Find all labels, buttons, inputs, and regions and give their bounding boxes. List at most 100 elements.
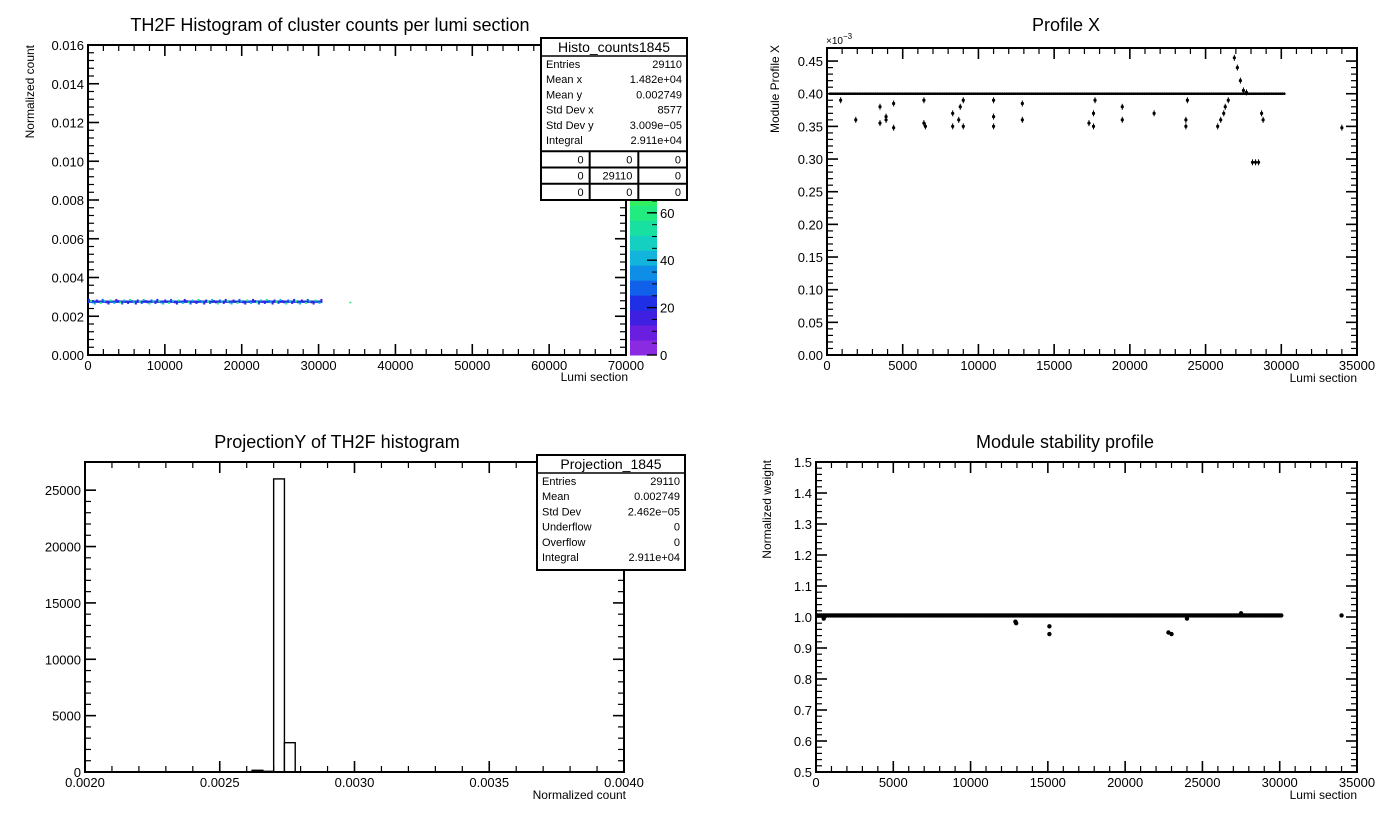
th2f-cell bbox=[238, 298, 241, 301]
profile-x-point bbox=[1190, 92, 1193, 96]
th2f-cell bbox=[158, 300, 161, 303]
profile-x-point bbox=[914, 92, 917, 96]
profile-x-point bbox=[1134, 92, 1137, 96]
profile-x-point bbox=[1074, 92, 1077, 96]
profile-x-point bbox=[872, 92, 875, 96]
profile-x-point bbox=[935, 92, 939, 96]
profile-x-point bbox=[1212, 92, 1215, 96]
profile-x-point bbox=[897, 92, 901, 96]
profile-x-point bbox=[981, 92, 984, 96]
profile-x-point bbox=[932, 92, 935, 96]
profile-x-point bbox=[1015, 92, 1019, 96]
profile-x-point bbox=[1283, 92, 1286, 96]
profile-x-point bbox=[1223, 92, 1226, 96]
profile-x-point bbox=[1017, 92, 1021, 96]
profile-x-point bbox=[1221, 92, 1224, 96]
profile-x-point bbox=[883, 92, 886, 96]
th2f-cell bbox=[88, 298, 90, 301]
profile-x-ytick-label: 0.20 bbox=[798, 217, 823, 232]
profile-x-point bbox=[1083, 92, 1086, 96]
profile-x-point bbox=[843, 92, 846, 96]
th2f-cell bbox=[250, 301, 253, 304]
profile-x-point bbox=[1103, 92, 1106, 96]
th2f-cell bbox=[123, 299, 126, 302]
th2f-cell bbox=[97, 300, 100, 303]
th2f-cell bbox=[304, 301, 307, 304]
profile-x-point bbox=[1139, 92, 1143, 96]
profile-x-point bbox=[928, 92, 932, 96]
profile-x-point bbox=[1266, 92, 1270, 96]
profile-x-point bbox=[1226, 92, 1230, 96]
profile-x-point bbox=[1008, 92, 1012, 96]
th2f-stats-cell: 0 bbox=[675, 154, 681, 166]
th2f-cell bbox=[146, 301, 149, 304]
th2f-cell bbox=[242, 301, 245, 304]
th2f-cell bbox=[113, 301, 116, 304]
th2f-cell bbox=[162, 302, 165, 305]
profile-x-point bbox=[1181, 92, 1184, 96]
projection-y-stats-label: Entries bbox=[542, 476, 577, 488]
th2f-cell bbox=[201, 301, 204, 304]
projection-y-stats-label: Mean bbox=[542, 491, 570, 503]
th2f-cell bbox=[127, 301, 130, 304]
stability-x-label: Lumi section bbox=[1290, 788, 1357, 802]
th2f-cell bbox=[300, 299, 303, 302]
profile-x-point bbox=[1095, 92, 1099, 96]
profile-x-point bbox=[1157, 92, 1161, 96]
stability-ytick-label: 0.8 bbox=[794, 672, 812, 687]
th2f-stats-value: 1.482e+04 bbox=[630, 74, 682, 86]
th2f-xtick-label: 60000 bbox=[531, 358, 567, 373]
profile-x-point bbox=[1119, 92, 1123, 96]
profile-x-point bbox=[1024, 92, 1028, 96]
projection-y-stats-label: Overflow bbox=[542, 537, 585, 549]
profile-x-point bbox=[1054, 92, 1057, 96]
th2f-cell bbox=[281, 300, 284, 303]
projection-y-panel: ProjectionY of TH2F histogram Normalized… bbox=[45, 432, 686, 802]
profile-x-point bbox=[948, 92, 952, 96]
profile-x-point bbox=[865, 92, 868, 96]
profile-x-point bbox=[1039, 92, 1043, 96]
th2f-cell bbox=[298, 302, 301, 305]
th2f-stats-name: Histo_counts1845 bbox=[558, 39, 670, 55]
profile-x-point bbox=[1203, 92, 1206, 96]
profile-x-point bbox=[926, 92, 930, 96]
stability-ytick-label: 0.9 bbox=[794, 641, 812, 656]
th2f-cell bbox=[91, 301, 94, 304]
profile-x-point bbox=[975, 92, 979, 96]
th2f-stats-cell: 0 bbox=[578, 187, 584, 199]
profile-x-point bbox=[832, 92, 835, 96]
th2f-stats-value: 0.002749 bbox=[636, 89, 682, 101]
stability-xtick-label: 35000 bbox=[1339, 775, 1375, 790]
th2f-cell bbox=[213, 300, 216, 303]
profile-x-xtick-label: 30000 bbox=[1263, 358, 1299, 373]
th2f-stats-box bbox=[540, 37, 688, 201]
profile-x-point bbox=[1255, 92, 1259, 96]
projection-y-stats-value: 0.002749 bbox=[634, 491, 680, 503]
profile-x-point bbox=[974, 92, 977, 96]
profile-x-point bbox=[1248, 92, 1252, 96]
th2f-y-label: Normalized count bbox=[23, 44, 37, 138]
profile-x-point bbox=[957, 92, 961, 96]
projection-y-stats-label: Integral bbox=[542, 552, 579, 564]
profile-x-point bbox=[1066, 92, 1070, 96]
th2f-cell bbox=[197, 298, 200, 301]
projection-y-xtick-label: 0.0035 bbox=[469, 775, 509, 790]
profile-x-point bbox=[1170, 92, 1173, 96]
profile-x-point bbox=[917, 92, 921, 96]
th2f-cell bbox=[119, 301, 122, 304]
stability-xtick-label: 10000 bbox=[952, 775, 988, 790]
profile-x-xtick-label: 5000 bbox=[888, 358, 917, 373]
profile-x-point bbox=[1112, 92, 1115, 96]
profile-x-point bbox=[857, 92, 861, 96]
projection-y-stats-value: 0 bbox=[674, 522, 680, 534]
profile-x-point bbox=[1272, 92, 1275, 96]
profile-x-point bbox=[846, 92, 850, 96]
stability-point bbox=[1184, 616, 1190, 621]
profile-x-point bbox=[1155, 92, 1159, 96]
profile-x-point bbox=[868, 92, 872, 96]
profile-x-point bbox=[1037, 92, 1041, 96]
profile-x-point bbox=[1050, 92, 1054, 96]
profile-x-point bbox=[1004, 92, 1008, 96]
th2f-cell bbox=[205, 299, 208, 302]
